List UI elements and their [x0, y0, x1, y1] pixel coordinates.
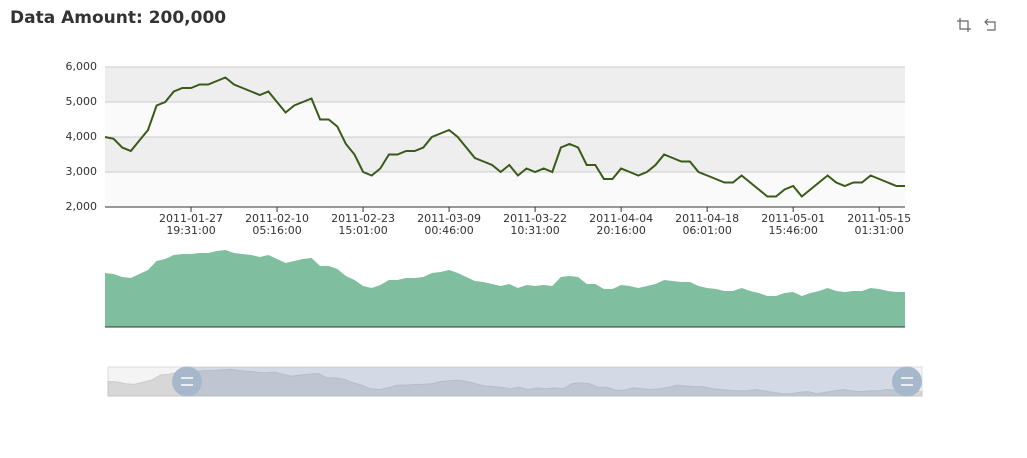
x-tick-label: 2011-02-23 15:01:00	[331, 212, 396, 237]
x-tick-label: 2011-05-01 15:46:00	[761, 212, 826, 237]
reset-icon[interactable]	[984, 18, 996, 31]
x-tick-label: 2011-04-04 20:16:00	[589, 212, 654, 237]
split-area	[105, 102, 905, 137]
x-tick-label: 2011-03-09 00:46:00	[417, 212, 482, 237]
chart-title: Data Amount: 200,000	[10, 8, 227, 28]
x-tick-label: 2011-03-22 10:31:00	[503, 212, 568, 237]
zoom-handle[interactable]	[892, 366, 922, 397]
zoom-icon[interactable]	[957, 18, 971, 32]
y-tick-label: 2,000	[66, 200, 98, 213]
volume-area	[105, 250, 905, 327]
plot: 2,000 3,000 4,000 5,000 6,000	[66, 60, 905, 328]
y-tick-label: 3,000	[66, 165, 98, 178]
zoom-window[interactable]	[187, 367, 907, 396]
split-area	[105, 172, 905, 207]
y-tick-label: 5,000	[66, 95, 98, 108]
y-tick-label: 4,000	[66, 130, 98, 143]
split-area	[105, 137, 905, 172]
split-area	[105, 67, 905, 102]
price-line	[104, 76, 905, 198]
x-tick-label: 2011-04-18 06:01:00	[675, 212, 740, 237]
x-tick-label: 2011-01-27 19:31:00	[159, 212, 223, 237]
zoom-shadow	[107, 368, 923, 397]
y-tick-label: 6,000	[66, 60, 98, 73]
zoom-handle[interactable]	[172, 366, 202, 397]
x-tick-label: 2011-02-10 05:16:00	[245, 212, 309, 237]
x-tick-label: 2011-05-15 01:31:00	[847, 212, 912, 237]
toolbox[interactable]	[957, 18, 996, 32]
